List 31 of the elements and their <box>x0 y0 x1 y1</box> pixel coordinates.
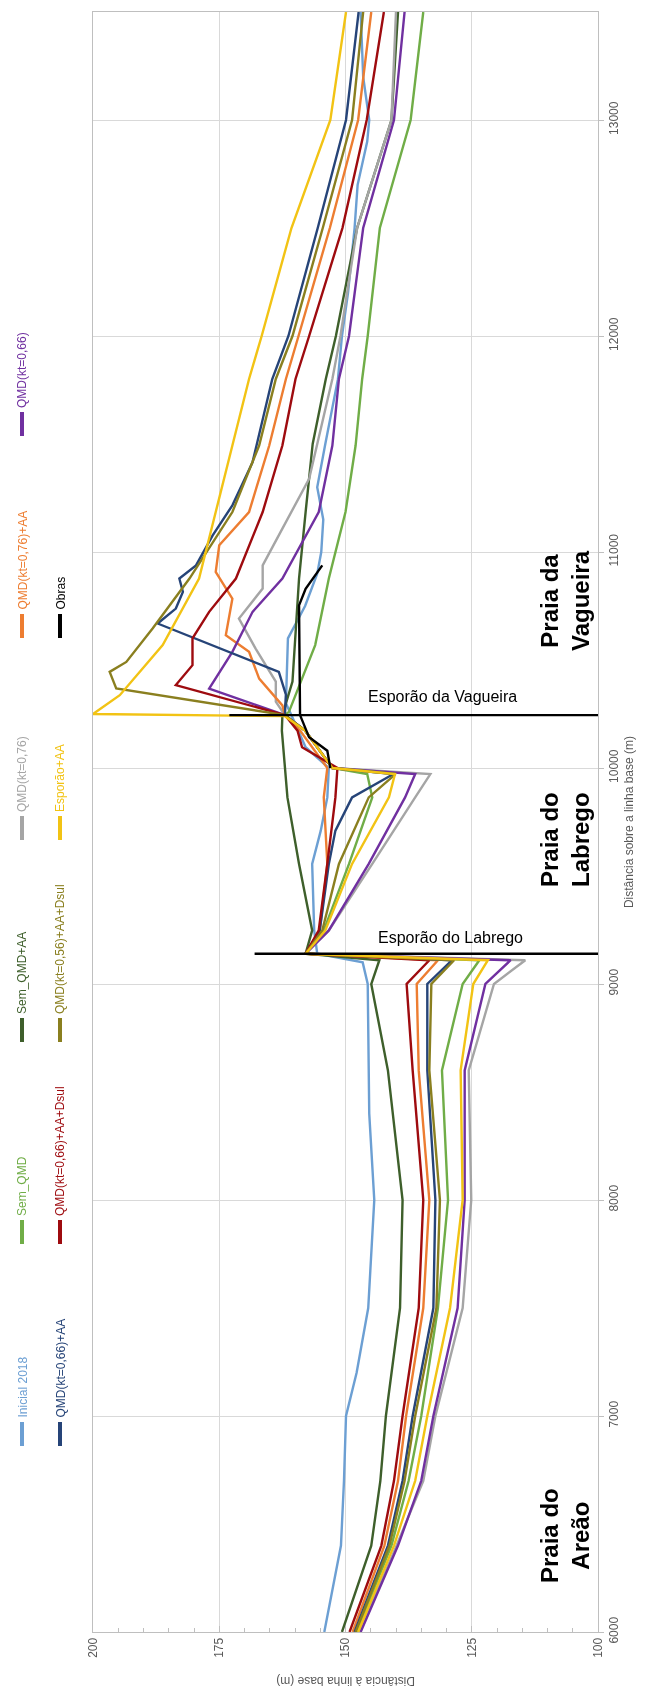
x-tick-label: 150 <box>338 1637 353 1658</box>
x-tick-label: 200 <box>85 1637 100 1658</box>
text: Inicial 2018 <box>15 1356 30 1418</box>
y-tick-label: 9000 <box>607 968 622 996</box>
annotation: Praia do Areão <box>536 1488 595 1583</box>
y-tick-label: 11000 <box>607 533 622 567</box>
y-axis-title: Distância sobre a linha base (m) <box>622 735 637 909</box>
text: QMD(kt=0,66)+AA+Dsul <box>53 1086 67 1216</box>
text: Obras <box>53 576 68 610</box>
text: QMD(kt=0,76) <box>15 736 29 812</box>
x-tick-label: 100 <box>590 1637 605 1658</box>
x-axis-title: Distância à linha base (m) <box>276 1674 415 1688</box>
text: Sem_QMD+AA <box>15 931 29 1014</box>
text: QMD(kt=0,66)+AA <box>53 1318 68 1418</box>
y-tick-label: 13000 <box>607 101 622 135</box>
text: Esporão+AA <box>53 744 67 812</box>
x-tick-label: 175 <box>212 1637 227 1658</box>
text: QMD(kt=0,66) <box>15 332 29 408</box>
y-tick-label: 8000 <box>607 1184 622 1212</box>
y-tick-label: 10000 <box>607 749 622 783</box>
text: Sem_QMD <box>15 1156 29 1216</box>
text: QMD(kt=0,76)+AA <box>15 510 30 610</box>
y-tick-label: 6000 <box>607 1616 622 1644</box>
y-tick-label: 7000 <box>607 1400 622 1428</box>
x-tick-label: 125 <box>464 1637 479 1658</box>
annotation: Praia do Labrego <box>536 792 595 887</box>
text: QMD(kt=0,56)+AA+Dsul <box>53 884 67 1014</box>
annotation: Esporão do Labrego <box>378 929 524 946</box>
y-tick-label: 12000 <box>607 317 622 351</box>
annotation: Esporão da Vagueira <box>368 688 518 705</box>
annotation: Praia da Vagueira <box>536 550 595 651</box>
